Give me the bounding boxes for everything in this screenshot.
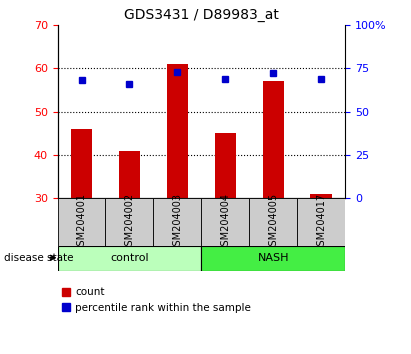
Bar xyxy=(310,194,332,198)
Text: GSM204004: GSM204004 xyxy=(220,193,230,252)
Bar xyxy=(119,150,140,198)
Bar xyxy=(215,133,236,198)
Text: disease state: disease state xyxy=(4,253,74,263)
Legend: count, percentile rank within the sample: count, percentile rank within the sample xyxy=(58,283,255,317)
Text: GSM204001: GSM204001 xyxy=(76,193,86,252)
Title: GDS3431 / D89983_at: GDS3431 / D89983_at xyxy=(124,8,279,22)
Text: GSM204002: GSM204002 xyxy=(125,193,134,252)
Bar xyxy=(249,198,297,246)
Text: GSM204017: GSM204017 xyxy=(316,193,326,252)
Text: NASH: NASH xyxy=(258,253,289,263)
Bar xyxy=(58,198,106,246)
Bar xyxy=(58,246,201,271)
Bar xyxy=(201,246,345,271)
Text: GSM204005: GSM204005 xyxy=(268,193,278,252)
Bar xyxy=(153,198,201,246)
Bar xyxy=(297,198,345,246)
Bar xyxy=(106,198,153,246)
Bar xyxy=(166,64,188,198)
Text: control: control xyxy=(110,253,149,263)
Bar xyxy=(71,129,92,198)
Text: GSM204003: GSM204003 xyxy=(173,193,182,252)
Bar xyxy=(263,81,284,198)
Bar xyxy=(201,198,249,246)
